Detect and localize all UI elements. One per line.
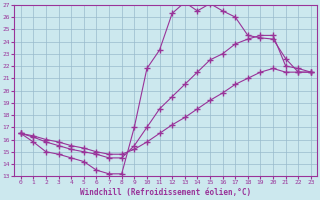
X-axis label: Windchill (Refroidissement éolien,°C): Windchill (Refroidissement éolien,°C) [80, 188, 252, 197]
